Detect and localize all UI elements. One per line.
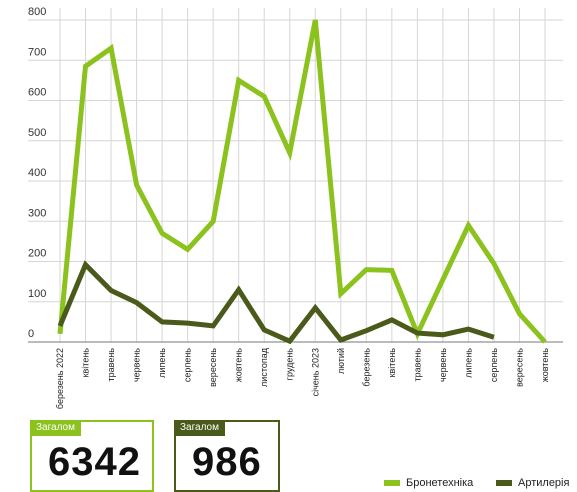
y-tick-label: 100 — [28, 288, 46, 300]
total-artillery-tag: Загалом — [174, 420, 225, 436]
y-tick-label: 800 — [28, 6, 46, 18]
x-tick-label: червень — [438, 348, 448, 382]
legend-swatch-armor — [384, 480, 400, 486]
total-armor-value: 6342 — [48, 440, 141, 484]
x-tick-label: травень — [412, 348, 422, 382]
x-tick-label: серпень — [489, 348, 499, 382]
total-artillery-value: 986 — [192, 440, 262, 484]
x-tick-label: грудень — [285, 348, 295, 381]
legend-label-armor: Бронетехніка — [406, 477, 474, 489]
x-tick-label: листопад — [259, 347, 269, 387]
y-tick-label: 200 — [28, 248, 46, 260]
x-tick-label: квітень — [387, 348, 397, 378]
y-tick-label: 500 — [28, 127, 46, 139]
legend-item-artillery: Артилерія — [496, 476, 569, 490]
y-tick-label: 0 — [28, 328, 34, 340]
line-chart: 0 100 200 300 400 500 600 700 800 березень 2022 кв… — [28, 6, 563, 409]
y-tick-label: 600 — [28, 87, 46, 99]
x-tick-label: травень — [106, 348, 116, 382]
x-tick-label: вересень — [208, 348, 218, 387]
legend-swatch-artillery — [496, 480, 512, 486]
x-tick-label: серпень — [183, 348, 193, 382]
x-tick-label: березень — [361, 348, 371, 387]
legend-label-artillery: Артилерія — [518, 477, 570, 489]
x-tick-label: січень 2023 — [310, 348, 320, 396]
total-artillery-box: Загалом 986 — [174, 420, 280, 492]
series-line-artillery — [57, 260, 495, 345]
x-tick-label: квітень — [81, 348, 91, 378]
x-tick-label: лютий — [336, 348, 346, 374]
x-tick-label: червень — [132, 348, 142, 382]
total-armor-box: Загалом 6342 — [30, 420, 154, 492]
y-tick-label: 400 — [28, 167, 46, 179]
legend-item-armor: Бронетехніка — [384, 476, 473, 490]
x-tick-label: липень — [157, 348, 167, 378]
x-tick-label: липень — [463, 348, 473, 378]
x-tick-label: жовтень — [540, 348, 550, 383]
y-tick-label: 300 — [28, 207, 46, 219]
x-tick-label: вересень — [514, 348, 524, 387]
series-line-armor — [57, 19, 547, 344]
x-tick-label: жовтень — [234, 348, 244, 383]
total-armor-tag: Загалом — [30, 420, 81, 436]
y-tick-label: 700 — [28, 46, 46, 58]
x-tick-label: березень 2022 — [55, 348, 65, 409]
